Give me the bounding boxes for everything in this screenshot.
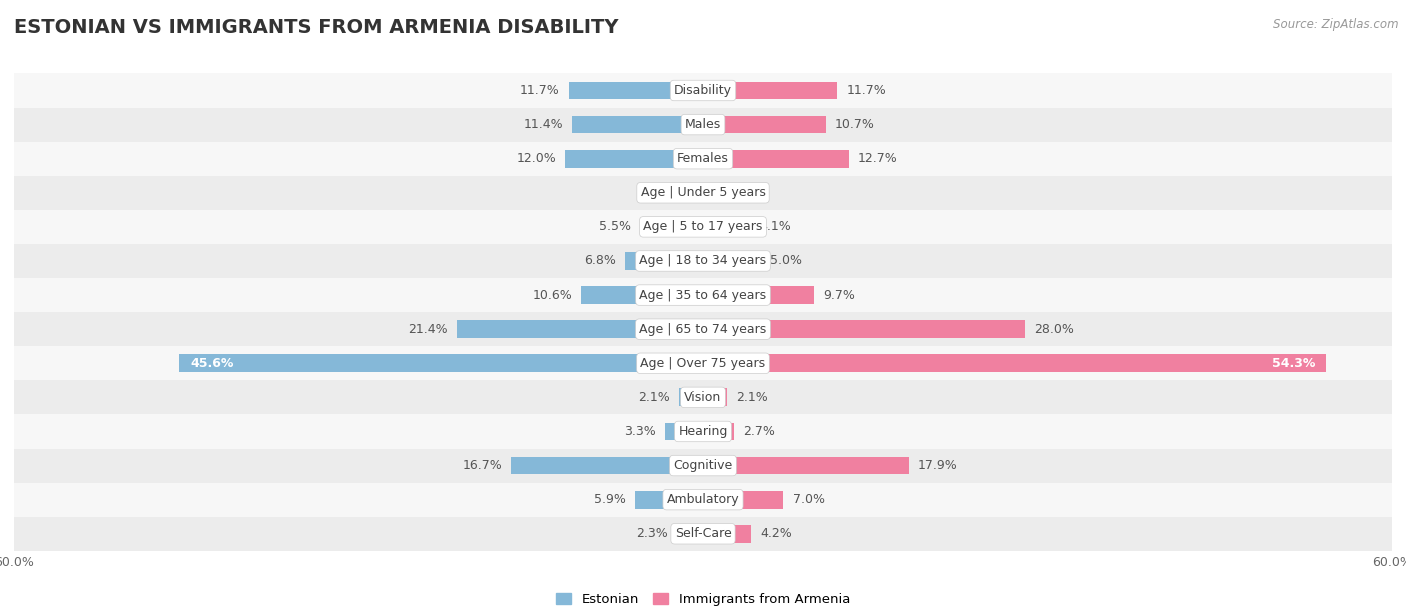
Bar: [565, 150, 703, 168]
Text: 0.76%: 0.76%: [721, 186, 761, 200]
Text: 4.1%: 4.1%: [759, 220, 792, 233]
Bar: [703, 423, 734, 440]
Bar: [14, 176, 1392, 210]
Text: 16.7%: 16.7%: [463, 459, 502, 472]
Text: 28.0%: 28.0%: [1033, 323, 1074, 335]
Text: Age | 5 to 17 years: Age | 5 to 17 years: [644, 220, 762, 233]
Bar: [14, 210, 1392, 244]
Bar: [14, 141, 1392, 176]
Text: 10.6%: 10.6%: [533, 289, 572, 302]
Text: 54.3%: 54.3%: [1271, 357, 1315, 370]
Bar: [703, 320, 1025, 338]
Text: ESTONIAN VS IMMIGRANTS FROM ARMENIA DISABILITY: ESTONIAN VS IMMIGRANTS FROM ARMENIA DISA…: [14, 18, 619, 37]
Text: 5.5%: 5.5%: [599, 220, 631, 233]
Bar: [14, 517, 1392, 551]
Bar: [512, 457, 703, 474]
Text: 12.7%: 12.7%: [858, 152, 898, 165]
Text: 45.6%: 45.6%: [191, 357, 235, 370]
Bar: [180, 354, 703, 372]
Text: 21.4%: 21.4%: [409, 323, 449, 335]
Text: 6.8%: 6.8%: [583, 255, 616, 267]
Bar: [14, 312, 1392, 346]
Text: 11.7%: 11.7%: [520, 84, 560, 97]
Text: Age | 35 to 64 years: Age | 35 to 64 years: [640, 289, 766, 302]
Bar: [14, 346, 1392, 380]
Text: 11.4%: 11.4%: [523, 118, 562, 131]
Text: 2.1%: 2.1%: [737, 391, 768, 404]
Text: Vision: Vision: [685, 391, 721, 404]
Bar: [679, 389, 703, 406]
Bar: [703, 252, 761, 270]
Bar: [14, 244, 1392, 278]
Bar: [703, 150, 849, 168]
Bar: [703, 491, 783, 509]
Bar: [676, 525, 703, 543]
Text: Source: ZipAtlas.com: Source: ZipAtlas.com: [1274, 18, 1399, 31]
Bar: [624, 252, 703, 270]
Text: Cognitive: Cognitive: [673, 459, 733, 472]
Bar: [703, 218, 749, 236]
Bar: [636, 491, 703, 509]
Bar: [14, 380, 1392, 414]
Text: 2.1%: 2.1%: [638, 391, 669, 404]
Text: 12.0%: 12.0%: [516, 152, 555, 165]
Text: 4.2%: 4.2%: [761, 528, 792, 540]
Text: 9.7%: 9.7%: [824, 289, 855, 302]
Text: 3.3%: 3.3%: [624, 425, 657, 438]
Bar: [703, 286, 814, 304]
Text: Age | Over 75 years: Age | Over 75 years: [641, 357, 765, 370]
Text: 11.7%: 11.7%: [846, 84, 886, 97]
Text: 5.0%: 5.0%: [769, 255, 801, 267]
Bar: [686, 184, 703, 201]
Bar: [568, 81, 703, 99]
Bar: [703, 116, 825, 133]
Text: Ambulatory: Ambulatory: [666, 493, 740, 506]
Bar: [581, 286, 703, 304]
Bar: [14, 414, 1392, 449]
Bar: [14, 108, 1392, 141]
Text: 2.7%: 2.7%: [744, 425, 775, 438]
Bar: [457, 320, 703, 338]
Bar: [665, 423, 703, 440]
Text: Males: Males: [685, 118, 721, 131]
Bar: [703, 389, 727, 406]
Bar: [703, 81, 838, 99]
Text: Age | 65 to 74 years: Age | 65 to 74 years: [640, 323, 766, 335]
Bar: [14, 449, 1392, 483]
Text: 10.7%: 10.7%: [835, 118, 875, 131]
Text: Disability: Disability: [673, 84, 733, 97]
Legend: Estonian, Immigrants from Armenia: Estonian, Immigrants from Armenia: [555, 593, 851, 606]
Text: 1.5%: 1.5%: [645, 186, 676, 200]
Text: 7.0%: 7.0%: [793, 493, 824, 506]
Text: Hearing: Hearing: [678, 425, 728, 438]
Bar: [703, 525, 751, 543]
Text: Self-Care: Self-Care: [675, 528, 731, 540]
Bar: [14, 278, 1392, 312]
Text: Females: Females: [678, 152, 728, 165]
Bar: [640, 218, 703, 236]
Bar: [14, 73, 1392, 108]
Text: 5.9%: 5.9%: [595, 493, 626, 506]
Text: 2.3%: 2.3%: [636, 528, 668, 540]
Bar: [703, 354, 1326, 372]
Text: 17.9%: 17.9%: [918, 459, 957, 472]
Bar: [14, 483, 1392, 517]
Bar: [703, 457, 908, 474]
Text: Age | Under 5 years: Age | Under 5 years: [641, 186, 765, 200]
Bar: [703, 184, 711, 201]
Text: Age | 18 to 34 years: Age | 18 to 34 years: [640, 255, 766, 267]
Bar: [572, 116, 703, 133]
